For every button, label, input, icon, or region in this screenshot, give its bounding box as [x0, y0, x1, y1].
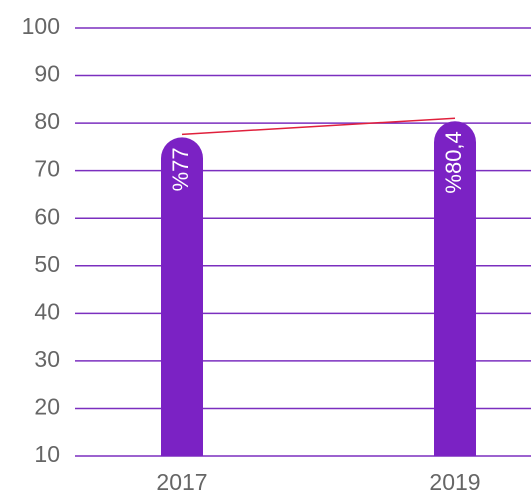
y-tick-label: 60	[34, 203, 60, 229]
bar	[161, 137, 203, 456]
y-tick-label: 100	[22, 13, 60, 39]
y-tick-label: 10	[34, 441, 60, 467]
y-tick-label: 20	[34, 394, 60, 420]
y-tick-label: 30	[34, 346, 60, 372]
y-tick-label: 80	[34, 108, 60, 134]
y-tick-label: 90	[34, 61, 60, 87]
value-label: %80,4	[441, 131, 466, 193]
x-tick-label: 2019	[429, 469, 480, 495]
trend-line	[181, 117, 456, 136]
y-tick-label: 50	[34, 251, 60, 277]
y-tick-label: 40	[34, 298, 60, 324]
bar	[434, 121, 476, 456]
value-label: %77	[168, 147, 193, 191]
y-tick-label: 70	[34, 156, 60, 182]
x-tick-label: 2017	[156, 469, 207, 495]
